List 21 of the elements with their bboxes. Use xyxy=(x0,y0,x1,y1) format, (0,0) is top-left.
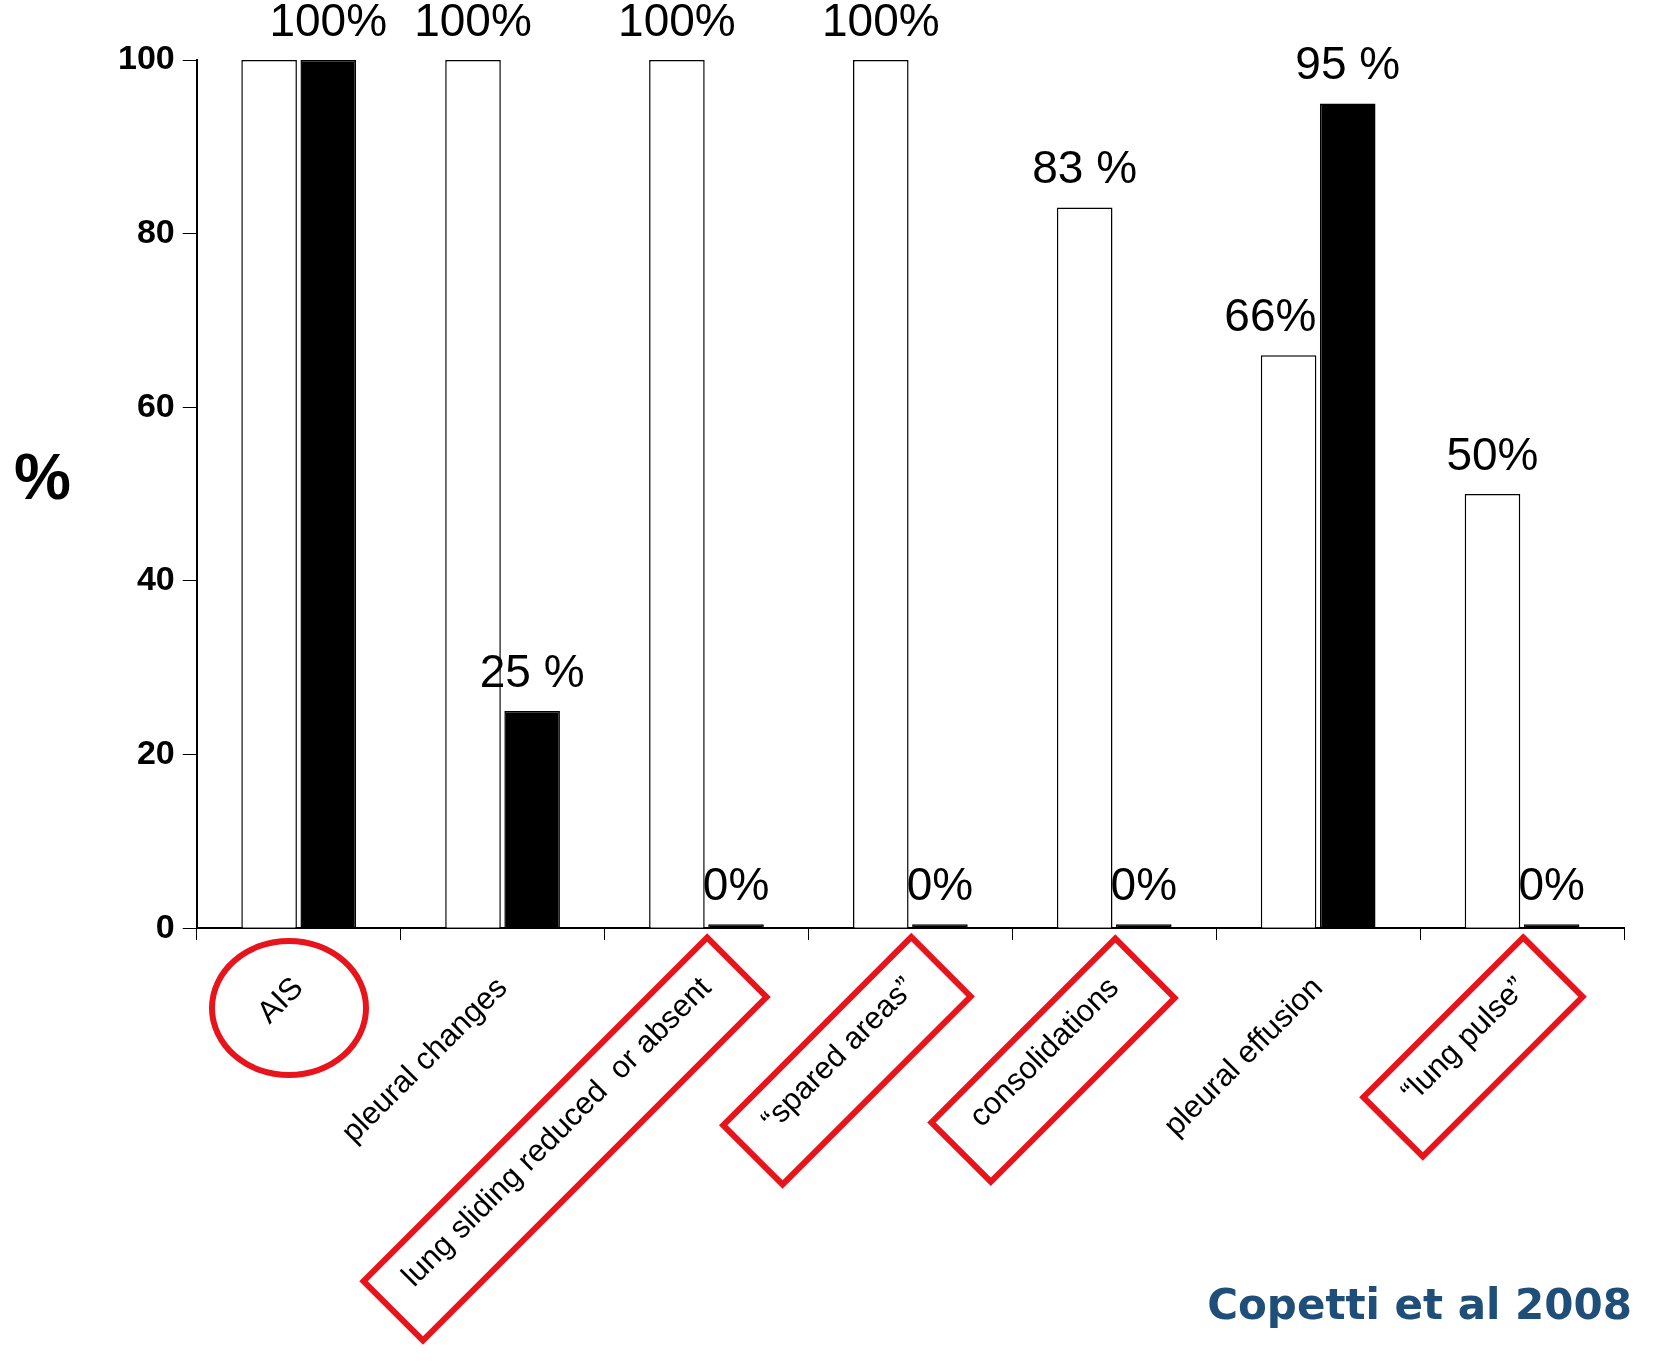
y-tick-label: 100 xyxy=(117,38,175,77)
y-axis-title: % xyxy=(14,440,71,514)
data-label: 95 % xyxy=(1295,37,1401,90)
y-tick-label: 60 xyxy=(136,385,175,424)
data-label: 100% xyxy=(414,0,532,46)
y-tick-label: 0 xyxy=(155,906,175,945)
data-label: 100% xyxy=(618,0,736,46)
text: Copetti et al 2008 xyxy=(1207,1280,1632,1329)
x-tick-label: AIS xyxy=(249,969,310,1030)
data-label: 0% xyxy=(1518,857,1585,910)
data-label: 100% xyxy=(269,0,388,46)
y-tick-label: 20 xyxy=(136,732,175,771)
y-tick-label: 40 xyxy=(136,559,175,598)
data-label: 50% xyxy=(1446,427,1539,480)
data-label: 100% xyxy=(821,0,940,46)
data-label: 83 % xyxy=(1032,141,1138,194)
data-label: 66% xyxy=(1224,288,1317,341)
data-label: 0% xyxy=(1110,857,1178,910)
y-tick-label: 80 xyxy=(136,212,175,250)
data-label: 0% xyxy=(702,857,770,910)
data-label: 0% xyxy=(906,857,974,910)
